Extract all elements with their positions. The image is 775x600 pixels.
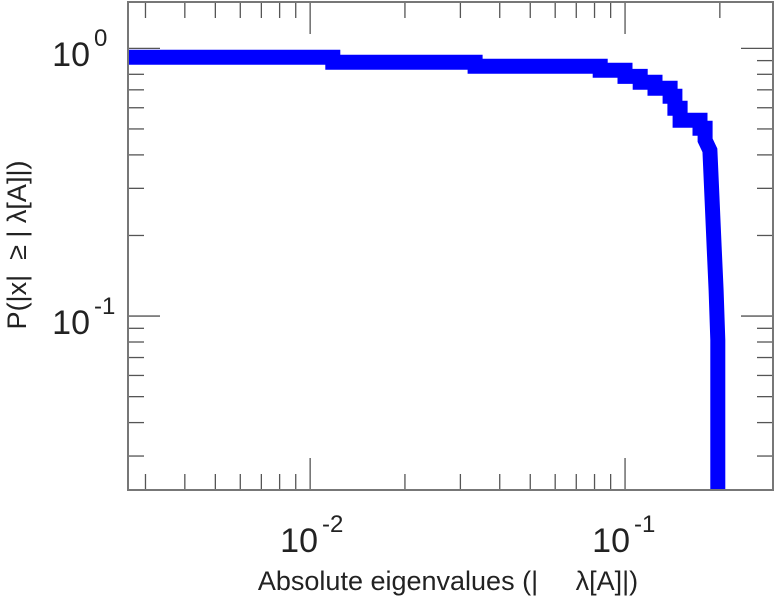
x-tick-label-0: 10	[280, 522, 318, 560]
y-axis-label: P(|x| ≥ | λ[A]|)	[2, 161, 32, 330]
y-tick-label-0: 10	[52, 36, 90, 74]
y-tick-label-0-exp: 0	[94, 25, 107, 52]
x-tick-label-1: 10	[592, 522, 630, 560]
x-tick-label-0-exp: -2	[322, 511, 343, 538]
y-tick-label-1-exp: -1	[94, 293, 115, 320]
y-tick-label-1: 10	[52, 304, 90, 342]
series-line-ccdf	[128, 49, 726, 490]
axis-ticks	[128, 2, 773, 490]
plot-frame	[127, 1, 774, 491]
x-tick-label-1-exp: -1	[634, 511, 655, 538]
x-axis-label: Absolute eigenvalues (| λ[A]|)	[258, 566, 638, 596]
